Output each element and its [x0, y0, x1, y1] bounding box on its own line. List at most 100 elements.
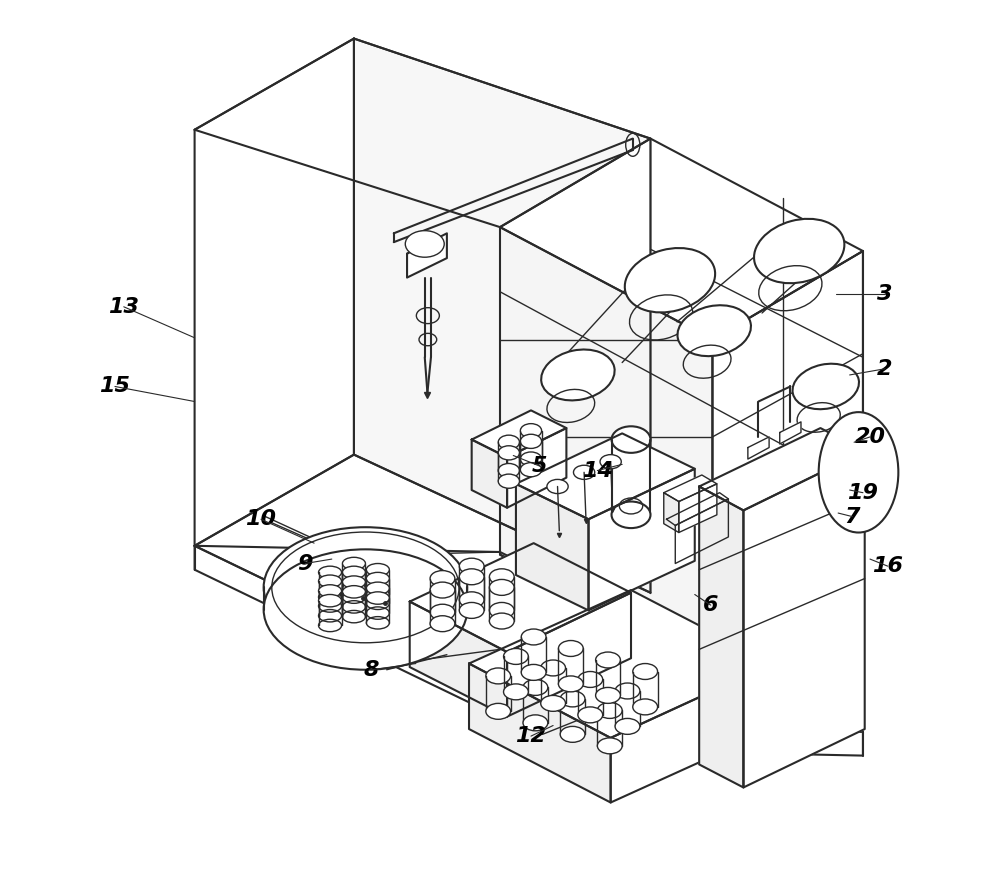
Text: 16: 16: [872, 556, 903, 576]
Ellipse shape: [498, 464, 519, 478]
Polygon shape: [507, 592, 631, 717]
Ellipse shape: [366, 583, 389, 594]
Ellipse shape: [319, 585, 342, 597]
Ellipse shape: [459, 602, 484, 618]
Polygon shape: [712, 251, 863, 663]
Ellipse shape: [596, 652, 620, 668]
Ellipse shape: [430, 571, 455, 586]
Ellipse shape: [264, 527, 467, 647]
Text: 13: 13: [108, 297, 139, 317]
Ellipse shape: [459, 591, 484, 607]
Text: 8: 8: [364, 660, 379, 679]
Ellipse shape: [430, 583, 455, 598]
Ellipse shape: [541, 660, 566, 676]
Ellipse shape: [573, 465, 595, 480]
Ellipse shape: [319, 575, 342, 587]
Polygon shape: [195, 546, 566, 749]
Ellipse shape: [498, 474, 519, 488]
Ellipse shape: [793, 364, 859, 409]
Polygon shape: [675, 499, 728, 564]
Ellipse shape: [578, 671, 603, 687]
Polygon shape: [516, 484, 589, 610]
Ellipse shape: [489, 580, 514, 595]
Polygon shape: [410, 601, 507, 717]
Ellipse shape: [547, 480, 568, 494]
Text: 12: 12: [515, 726, 546, 746]
Polygon shape: [195, 38, 354, 546]
Ellipse shape: [342, 558, 365, 570]
Polygon shape: [500, 139, 863, 339]
Ellipse shape: [366, 573, 389, 585]
Polygon shape: [500, 227, 712, 663]
Text: 20: 20: [855, 427, 886, 447]
Polygon shape: [195, 546, 863, 732]
Ellipse shape: [520, 434, 542, 448]
Polygon shape: [666, 493, 728, 526]
Polygon shape: [664, 493, 679, 533]
Ellipse shape: [504, 684, 528, 700]
Ellipse shape: [489, 613, 514, 629]
Ellipse shape: [342, 585, 365, 598]
Text: 6: 6: [703, 595, 718, 615]
Polygon shape: [699, 487, 743, 788]
Text: 19: 19: [847, 483, 878, 503]
Ellipse shape: [498, 435, 519, 449]
Ellipse shape: [633, 663, 658, 679]
Polygon shape: [699, 428, 865, 511]
Ellipse shape: [366, 564, 389, 576]
Ellipse shape: [612, 426, 650, 453]
Polygon shape: [469, 590, 773, 738]
Text: 5: 5: [532, 456, 548, 476]
Ellipse shape: [560, 726, 585, 742]
Ellipse shape: [498, 446, 519, 460]
Text: 2: 2: [877, 359, 893, 379]
Ellipse shape: [625, 248, 715, 313]
Polygon shape: [566, 725, 863, 756]
Ellipse shape: [521, 629, 546, 645]
Polygon shape: [472, 410, 566, 457]
Ellipse shape: [523, 679, 548, 695]
Ellipse shape: [596, 687, 620, 703]
Polygon shape: [469, 663, 611, 803]
Text: 3: 3: [877, 283, 893, 304]
Ellipse shape: [489, 569, 514, 585]
Ellipse shape: [819, 412, 898, 533]
Ellipse shape: [558, 640, 583, 656]
Polygon shape: [472, 440, 507, 508]
Ellipse shape: [558, 676, 583, 692]
Ellipse shape: [615, 718, 640, 734]
Polygon shape: [611, 663, 773, 803]
Ellipse shape: [520, 463, 542, 477]
Ellipse shape: [430, 604, 455, 620]
Ellipse shape: [597, 702, 622, 718]
Ellipse shape: [504, 648, 528, 664]
Ellipse shape: [541, 350, 615, 400]
Ellipse shape: [541, 695, 566, 711]
Ellipse shape: [405, 231, 444, 258]
Ellipse shape: [754, 218, 844, 283]
Polygon shape: [410, 543, 631, 652]
Text: 10: 10: [245, 509, 276, 529]
Ellipse shape: [520, 424, 542, 438]
Ellipse shape: [430, 615, 455, 631]
Polygon shape: [589, 469, 695, 610]
Text: 14: 14: [582, 461, 613, 480]
Polygon shape: [516, 433, 695, 519]
Polygon shape: [195, 38, 650, 227]
Text: 15: 15: [99, 377, 130, 396]
Ellipse shape: [523, 715, 548, 731]
Ellipse shape: [459, 559, 484, 575]
Ellipse shape: [459, 569, 484, 585]
Text: 7: 7: [845, 506, 860, 527]
Polygon shape: [748, 437, 769, 459]
Polygon shape: [679, 484, 717, 533]
Ellipse shape: [677, 305, 751, 356]
Ellipse shape: [489, 602, 514, 618]
Ellipse shape: [633, 699, 658, 715]
Ellipse shape: [597, 738, 622, 754]
Ellipse shape: [486, 668, 511, 684]
Ellipse shape: [319, 567, 342, 579]
Text: 9: 9: [298, 553, 313, 574]
Ellipse shape: [342, 576, 365, 588]
Ellipse shape: [600, 455, 621, 469]
